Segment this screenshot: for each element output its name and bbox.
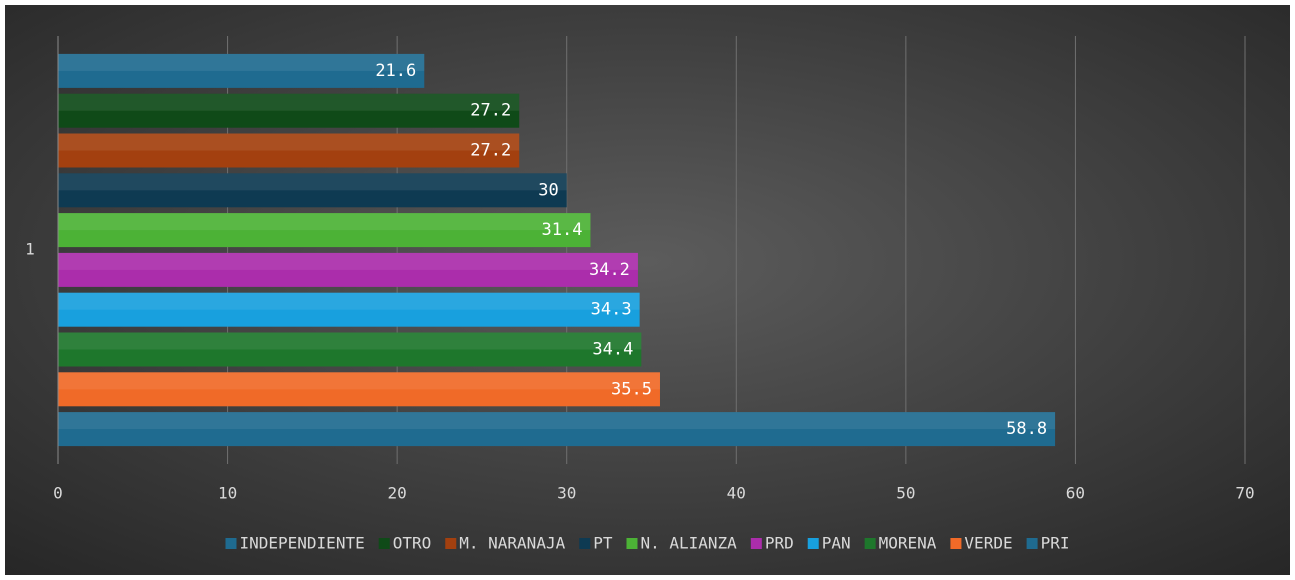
bar	[58, 252, 638, 287]
bar-shine	[58, 332, 642, 350]
bar	[58, 213, 591, 248]
x-tick-label: 70	[1235, 484, 1254, 503]
bar-shine	[58, 292, 640, 310]
legend-swatch	[750, 538, 762, 549]
legend-label: VERDE	[964, 534, 1012, 553]
legend-swatch	[225, 538, 237, 549]
value-label: 35.5	[611, 379, 652, 399]
value-label: 34.3	[591, 300, 632, 320]
legend-label: INDEPENDIENTE	[239, 534, 364, 553]
value-label: 34.2	[589, 260, 630, 280]
value-label: 21.6	[375, 61, 416, 81]
legend-label: PT	[593, 534, 613, 553]
legend-label: PAN	[822, 534, 851, 553]
legend-swatch	[378, 538, 390, 549]
background	[5, 5, 1290, 575]
legend-label: MORENA	[879, 534, 937, 553]
y-tick-label: 1	[25, 240, 35, 259]
x-tick-label: 40	[727, 484, 746, 503]
value-label: 30	[538, 180, 558, 200]
x-tick-label: 60	[1066, 484, 1085, 503]
bar	[58, 53, 425, 88]
bar-shine	[58, 252, 638, 270]
legend-swatch	[807, 538, 819, 549]
legend-label: PRD	[765, 534, 794, 553]
bar	[58, 173, 567, 208]
bar-shine	[58, 93, 520, 111]
bar	[58, 133, 520, 168]
bar-shine	[58, 53, 425, 71]
legend-swatch	[579, 538, 591, 549]
x-tick-label: 50	[896, 484, 915, 503]
legend-swatch	[864, 538, 876, 549]
legend-swatch	[950, 538, 962, 549]
value-label: 31.4	[542, 220, 583, 240]
bar-shine	[58, 133, 520, 151]
bar	[58, 412, 1056, 447]
bar-shine	[58, 372, 660, 390]
bar	[58, 332, 642, 367]
bar-shine	[58, 213, 591, 231]
x-tick-label: 0	[53, 484, 63, 503]
legend-label: M. NARANAJA	[459, 534, 565, 553]
bar-shine	[58, 173, 567, 191]
bar	[58, 372, 660, 407]
x-tick-label: 10	[218, 484, 237, 503]
value-label: 34.4	[592, 340, 633, 360]
bar-shine	[58, 412, 1056, 430]
bar	[58, 292, 640, 327]
legend-label: PRI	[1041, 534, 1070, 553]
value-label: 58.8	[1006, 419, 1047, 439]
x-tick-label: 30	[557, 484, 576, 503]
legend-label: N. ALIANZA	[640, 534, 737, 553]
value-label: 27.2	[470, 101, 511, 121]
x-tick-label: 20	[388, 484, 407, 503]
legend-swatch	[1026, 538, 1038, 549]
value-label: 27.2	[470, 141, 511, 161]
legend-swatch	[445, 538, 457, 549]
legend-label: OTRO	[393, 534, 432, 553]
bar	[58, 93, 520, 128]
legend-swatch	[626, 538, 638, 549]
